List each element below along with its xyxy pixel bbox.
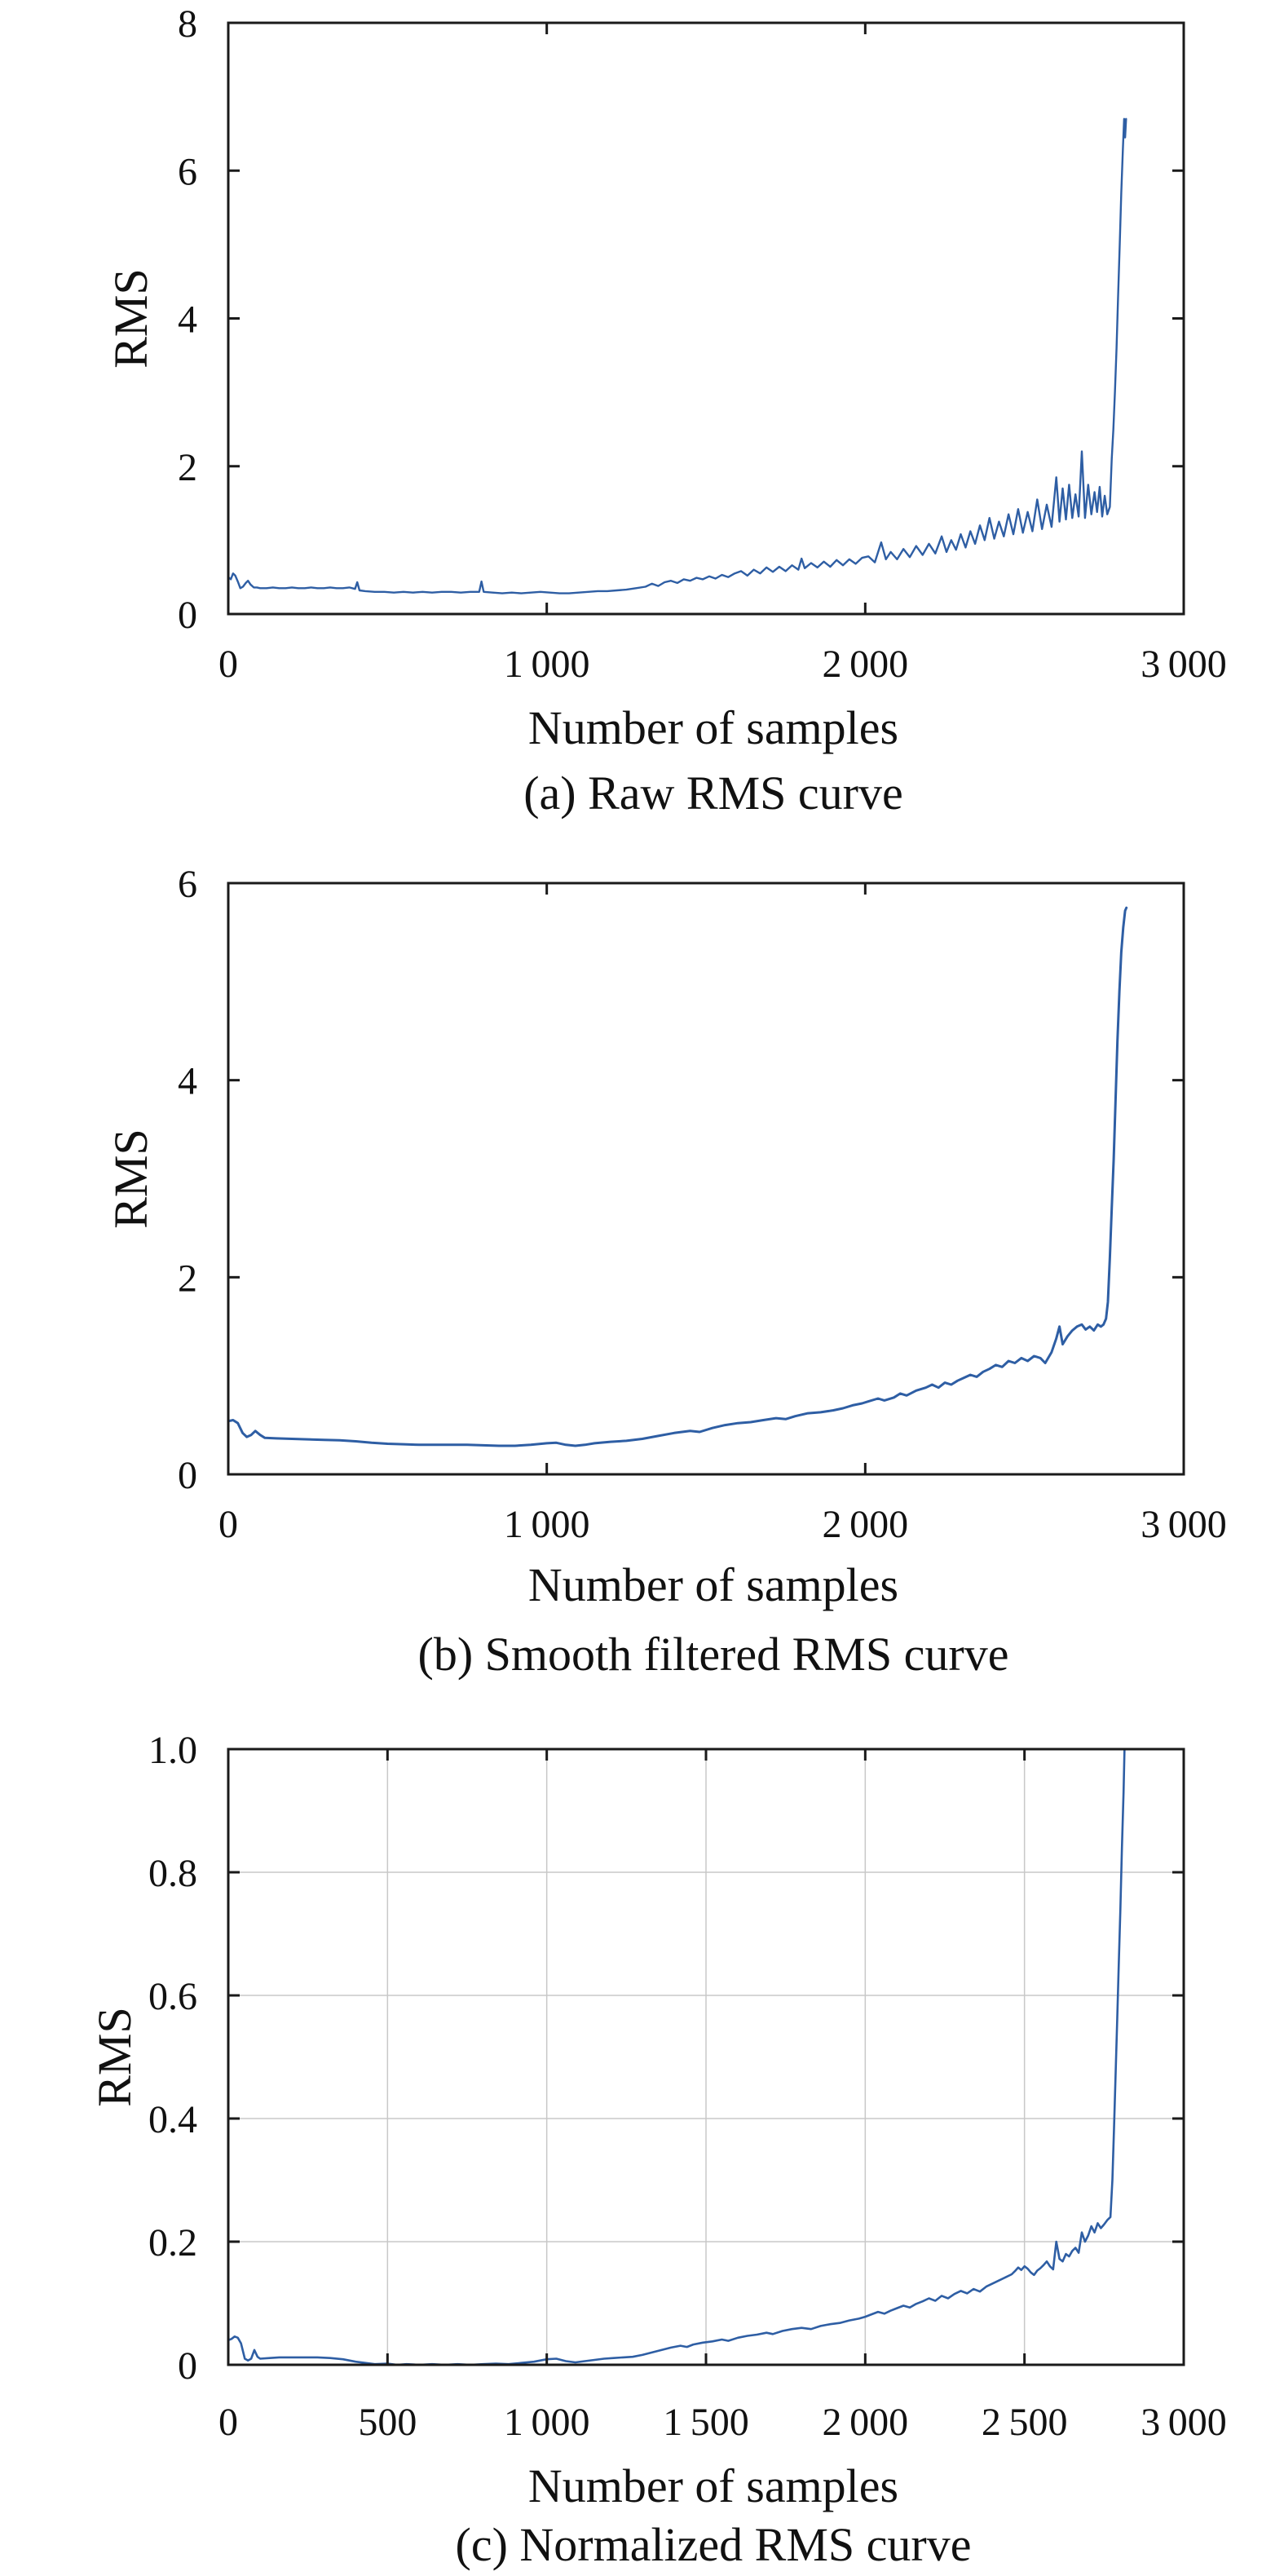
chart-c-normalized-rms: 0 500 1 000 1 500 2 000 2 500 3 000 0 0.2 0.4 0.6 0… — [88, 1729, 1227, 2571]
chart-a-raw-rms: 0 1 000 2 000 3 000 0 2 4 6 8 RMS Number of sample… — [104, 2, 1227, 820]
x-tick-label: 3 000 — [1141, 1503, 1227, 1546]
x-tick-label: 3 000 — [1141, 2401, 1227, 2444]
y-tick-label: 8 — [178, 2, 197, 46]
smooth-rms-curve — [228, 906, 1128, 1447]
axis-box — [227, 881, 1185, 1476]
y-tick-label: 6 — [178, 150, 197, 193]
x-tick-label: 1 500 — [663, 2401, 749, 2444]
y-axis-label: RMS — [104, 268, 157, 369]
y-tick-label: 0.4 — [148, 2098, 197, 2141]
chart-b-smooth-rms: 0 1 000 2 000 3 000 0 2 4 6 RMS Number of samples… — [104, 863, 1227, 1681]
x-tick-label: 1 000 — [504, 643, 590, 686]
y-tick-label: 0.8 — [148, 1852, 197, 1895]
y-tick-label: 0 — [178, 2344, 197, 2388]
y-tick-label: 4 — [178, 1060, 197, 1103]
y-tick-label: 2 — [178, 446, 197, 489]
x-axis-label: Number of samples — [528, 1558, 898, 1611]
x-tick-label: 0 — [218, 643, 238, 686]
y-axis-label: RMS — [88, 2007, 141, 2107]
x-tick-label: 0 — [218, 1503, 238, 1546]
y-tick-label: 1.0 — [148, 1729, 197, 1772]
x-tick-label: 1 000 — [504, 1503, 590, 1546]
y-tick-label: 0 — [178, 594, 197, 637]
x-tick-label: 2 000 — [823, 643, 909, 686]
x-tick-label: 1 000 — [504, 2401, 590, 2444]
x-axis-label: Number of samples — [528, 2459, 898, 2512]
chart-caption: (a) Raw RMS curve — [523, 767, 903, 820]
normalized-rms-curve — [228, 1749, 1126, 2365]
y-tick-label: 6 — [178, 863, 197, 906]
x-tick-label: 500 — [358, 2401, 417, 2444]
y-tick-label: 4 — [178, 298, 197, 342]
y-tick-label: 0.2 — [148, 2221, 197, 2264]
y-axis-label: RMS — [104, 1129, 157, 1229]
chart-caption: (c) Normalized RMS curve — [456, 2518, 972, 2571]
x-tick-label: 2 500 — [982, 2401, 1068, 2444]
axis-box — [227, 21, 1185, 616]
x-tick-label: 2 000 — [823, 1503, 909, 1546]
y-tick-label: 0 — [178, 1454, 197, 1497]
x-axis-label: Number of samples — [528, 701, 898, 754]
x-tick-label: 0 — [218, 2401, 238, 2444]
chart-caption: (b) Smooth filtered RMS curve — [418, 1628, 1009, 1681]
y-tick-label: 2 — [178, 1257, 197, 1300]
raw-rms-curve — [228, 117, 1127, 594]
x-tick-label: 3 000 — [1141, 643, 1227, 686]
x-tick-label: 2 000 — [823, 2401, 909, 2444]
y-tick-label: 0.6 — [148, 1975, 197, 2018]
